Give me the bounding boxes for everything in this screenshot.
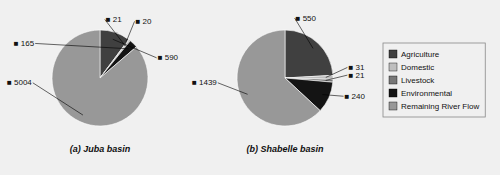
data-label: ■ 21 [106,15,123,24]
legend-swatch [389,102,397,110]
legend-label: Environmental [401,89,452,98]
legend-label: Agriculture [401,50,440,59]
legend-frame [383,43,485,117]
chart-title: (a) Juba basin [70,144,131,154]
legend-swatch [389,89,397,97]
pie-slice [237,30,320,126]
leader-line [35,43,128,48]
data-label: ■ 21 [348,71,365,80]
data-label: ■ 590 [158,53,179,62]
pie [52,30,148,126]
leader-line [125,21,135,45]
data-label: ■ 5004 [7,78,32,87]
pie-slice [52,30,148,126]
leader-line [326,75,348,80]
pie [237,30,333,126]
data-label: ■ 20 [136,17,153,26]
legend-swatch [389,50,397,58]
leader-line [322,95,343,97]
data-label: ■ 550 [296,14,317,23]
leader-line [295,18,313,48]
legend-swatch [389,63,397,71]
chart-title: (b) Shabelle basin [246,144,324,154]
legend: Agriculture Domestic Livestock Environmenta… [383,43,485,117]
chart: ■ 590 ■ 20 ■ 21 ■ 165 ■ 5004 (a) Juba basin ■ … [0,0,500,175]
legend-label: Domestic [401,63,434,72]
data-label: ■ 165 [14,39,35,48]
leader-line [33,83,83,115]
data-label: ■ 240 [345,92,366,101]
data-label: ■ 1439 [192,78,217,87]
legend-label: Livestock [401,76,435,85]
leader-line [218,83,248,95]
background [0,0,500,175]
legend-swatch [389,76,397,84]
pie-slice [285,30,333,78]
legend-label: Remaining River Flow [401,102,479,111]
